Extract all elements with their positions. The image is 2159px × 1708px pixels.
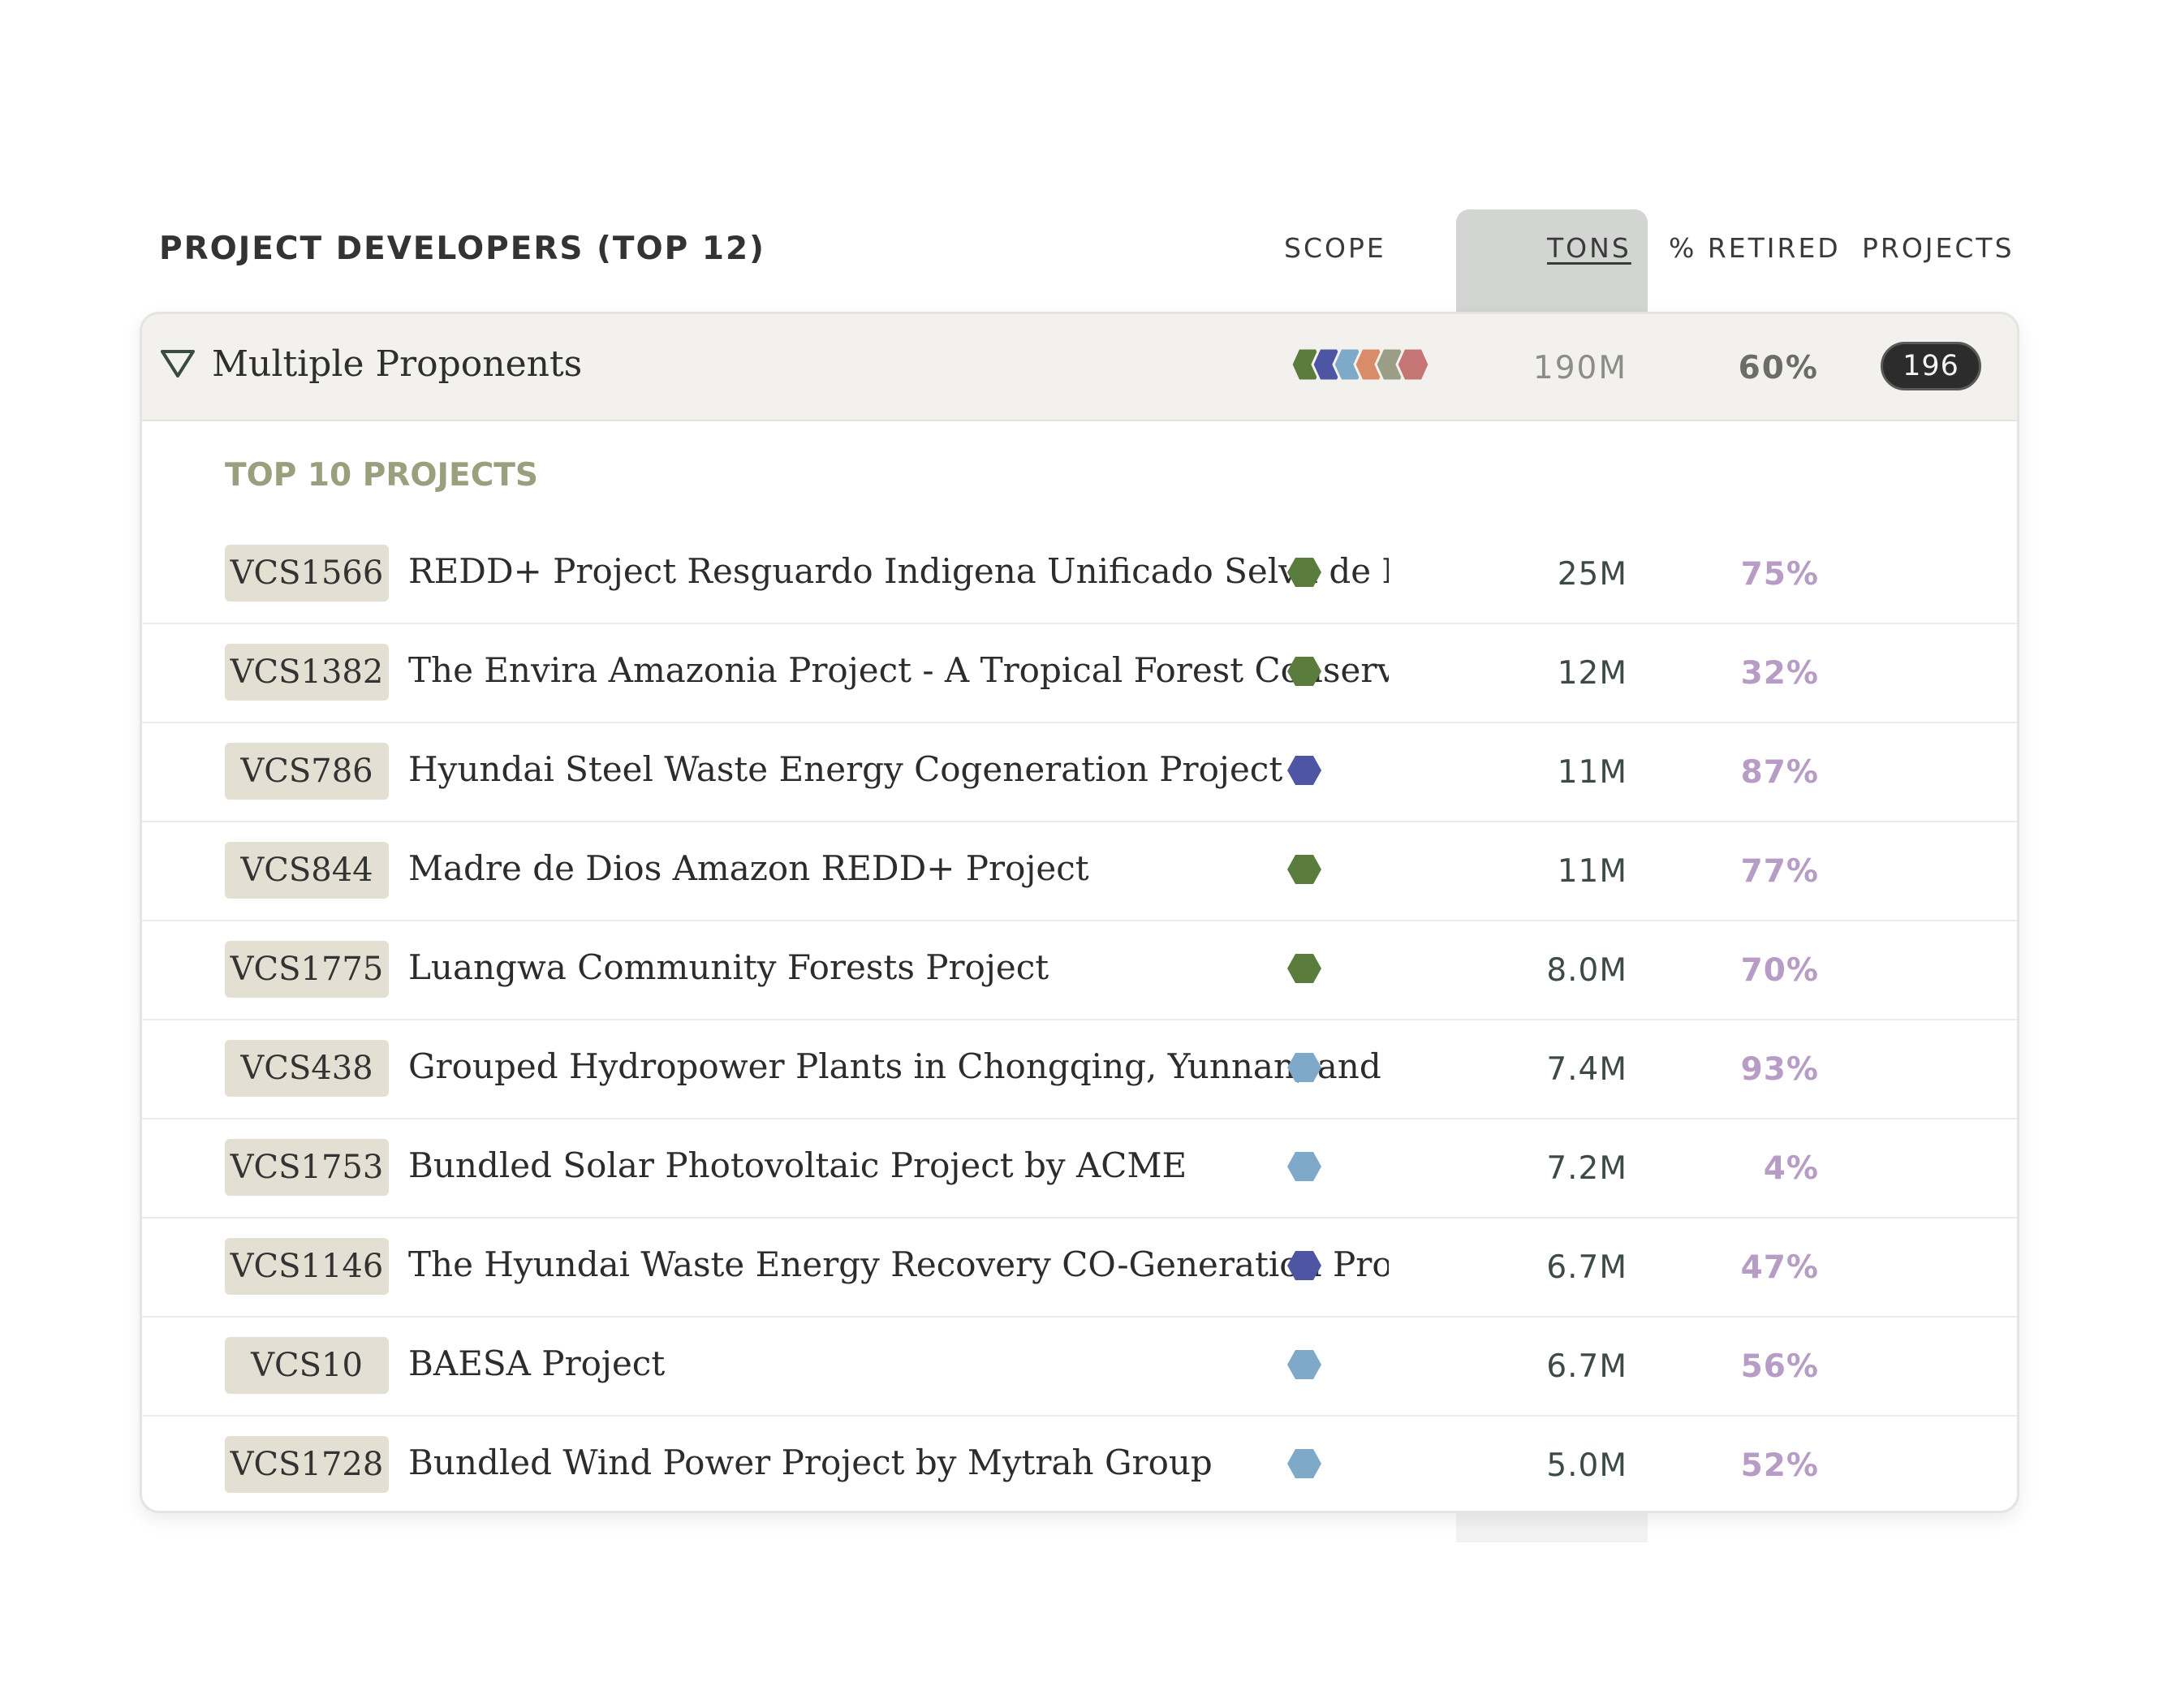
page-title: PROJECT DEVELOPERS (TOP 12) bbox=[159, 231, 765, 267]
project-tons: 25M bbox=[1557, 556, 1627, 593]
project-code-badge: VCS786 bbox=[225, 743, 389, 800]
project-name[interactable]: Grouped Hydropower Plants in Chongqing, … bbox=[408, 1046, 1389, 1086]
project-row[interactable]: VCS1566 REDD+ Project Resguardo Indigena … bbox=[142, 525, 2017, 624]
forest-scope-icon bbox=[1287, 657, 1321, 686]
developer-row[interactable]: Multiple Proponents 190M 60% 196 bbox=[142, 314, 2017, 421]
project-retired: 47% bbox=[1740, 1249, 1819, 1286]
project-name[interactable]: REDD+ Project Resguardo Indigena Unifica… bbox=[408, 551, 1389, 591]
renewable-scope-icon bbox=[1287, 1053, 1321, 1082]
forest-scope-icon bbox=[1287, 954, 1321, 983]
project-tons: 11M bbox=[1557, 754, 1627, 791]
project-retired: 4% bbox=[1763, 1150, 1819, 1187]
developer-name: Multiple Proponents bbox=[212, 343, 583, 385]
project-retired: 75% bbox=[1740, 556, 1819, 593]
developer-tons: 190M bbox=[1532, 350, 1627, 386]
project-retired: 52% bbox=[1740, 1447, 1819, 1484]
energy-scope-icon bbox=[1287, 756, 1321, 785]
renewable-scope-icon bbox=[1287, 1449, 1321, 1478]
scope-icons-stack bbox=[1290, 347, 1431, 382]
project-row[interactable]: VCS1728 Bundled Wind Power Project by Myt… bbox=[142, 1417, 2017, 1511]
project-row[interactable]: VCS1753 Bundled Solar Photovoltaic Projec… bbox=[142, 1119, 2017, 1218]
developer-retired: 60% bbox=[1738, 350, 1819, 386]
project-tons: 11M bbox=[1557, 853, 1627, 890]
project-retired: 70% bbox=[1740, 952, 1819, 989]
project-code-badge: VCS1146 bbox=[225, 1238, 389, 1295]
project-retired: 77% bbox=[1740, 853, 1819, 890]
column-header-scope[interactable]: SCOPE bbox=[1284, 232, 1386, 264]
project-name[interactable]: Madre de Dios Amazon REDD+ Project bbox=[408, 848, 1089, 888]
forest-scope-icon bbox=[1287, 855, 1321, 884]
project-tons: 6.7M bbox=[1546, 1249, 1627, 1286]
project-code-badge: VCS1566 bbox=[225, 545, 389, 602]
scope-hexagon bbox=[1287, 1053, 1321, 1082]
industrial-scope-icon bbox=[1395, 347, 1431, 382]
project-retired: 56% bbox=[1740, 1348, 1819, 1385]
energy-scope-icon bbox=[1287, 1251, 1321, 1280]
project-name[interactable]: Bundled Solar Photovoltaic Project by AC… bbox=[408, 1145, 1187, 1185]
project-tons: 8.0M bbox=[1546, 952, 1627, 989]
project-tons: 12M bbox=[1557, 655, 1627, 692]
developer-card: Multiple Proponents 190M 60% 196 TOP 10 … bbox=[140, 312, 2019, 1513]
project-code-badge: VCS10 bbox=[225, 1337, 389, 1394]
project-name[interactable]: The Envira Amazonia Project - A Tropical… bbox=[408, 650, 1389, 690]
project-code-badge: VCS1775 bbox=[225, 941, 389, 998]
project-name[interactable]: BAESA Project bbox=[408, 1344, 666, 1383]
scope-hexagon bbox=[1287, 1350, 1321, 1379]
project-row[interactable]: VCS10 BAESA Project 6.7M 56% bbox=[142, 1318, 2017, 1417]
project-row[interactable]: VCS786 Hyundai Steel Waste Energy Cogener… bbox=[142, 723, 2017, 822]
scope-hexagon bbox=[1287, 1152, 1321, 1181]
subheading-top-projects: TOP 10 PROJECTS bbox=[225, 457, 539, 494]
project-name[interactable]: The Hyundai Waste Energy Recovery CO-Gen… bbox=[408, 1244, 1389, 1284]
project-retired: 32% bbox=[1740, 655, 1819, 692]
project-code-badge: VCS438 bbox=[225, 1040, 389, 1097]
project-row[interactable]: VCS1146 The Hyundai Waste Energy Recovery… bbox=[142, 1218, 2017, 1318]
sorted-column-highlight-bottom bbox=[1456, 1513, 1648, 1542]
project-code-badge: VCS844 bbox=[225, 842, 389, 899]
scope-hexagon bbox=[1287, 954, 1321, 983]
renewable-scope-icon bbox=[1287, 1152, 1321, 1181]
sorted-column-highlight bbox=[1456, 209, 1648, 312]
scope-hexagon bbox=[1287, 1449, 1321, 1478]
project-tons: 7.2M bbox=[1546, 1150, 1627, 1187]
project-row[interactable]: VCS1382 The Envira Amazonia Project - A T… bbox=[142, 624, 2017, 723]
project-row[interactable]: VCS438 Grouped Hydropower Plants in Chong… bbox=[142, 1020, 2017, 1119]
table-header: PROJECT DEVELOPERS (TOP 12) SCOPE TONS %… bbox=[0, 0, 2159, 312]
column-header-projects[interactable]: PROJECTS bbox=[1862, 232, 2015, 264]
project-tons: 7.4M bbox=[1546, 1051, 1627, 1088]
project-code-badge: VCS1753 bbox=[225, 1139, 389, 1196]
project-row[interactable]: VCS844 Madre de Dios Amazon REDD+ Project… bbox=[142, 822, 2017, 921]
scope-hexagon bbox=[1287, 657, 1321, 686]
project-name[interactable]: Luangwa Community Forests Project bbox=[408, 947, 1049, 987]
scope-hexagon bbox=[1287, 1251, 1321, 1280]
forest-scope-icon bbox=[1287, 558, 1321, 587]
scope-hexagon bbox=[1287, 855, 1321, 884]
project-code-badge: VCS1728 bbox=[225, 1436, 389, 1493]
project-row[interactable]: VCS1775 Luangwa Community Forests Project… bbox=[142, 921, 2017, 1020]
project-retired: 93% bbox=[1740, 1051, 1819, 1088]
column-header-retired[interactable]: % RETIRED bbox=[1669, 232, 1841, 264]
scope-hexagon bbox=[1287, 558, 1321, 587]
project-code-badge: VCS1382 bbox=[225, 644, 389, 701]
project-retired: 87% bbox=[1740, 754, 1819, 791]
collapse-triangle-icon[interactable] bbox=[160, 348, 196, 379]
projects-count-badge: 196 bbox=[1881, 342, 1981, 390]
project-tons: 5.0M bbox=[1546, 1447, 1627, 1484]
project-tons: 6.7M bbox=[1546, 1348, 1627, 1385]
renewable-scope-icon bbox=[1287, 1350, 1321, 1379]
project-name[interactable]: Hyundai Steel Waste Energy Cogeneration … bbox=[408, 749, 1283, 789]
scope-hexagon bbox=[1287, 756, 1321, 785]
column-header-tons[interactable]: TONS bbox=[1547, 232, 1631, 264]
project-name[interactable]: Bundled Wind Power Project by Mytrah Gro… bbox=[408, 1443, 1213, 1482]
